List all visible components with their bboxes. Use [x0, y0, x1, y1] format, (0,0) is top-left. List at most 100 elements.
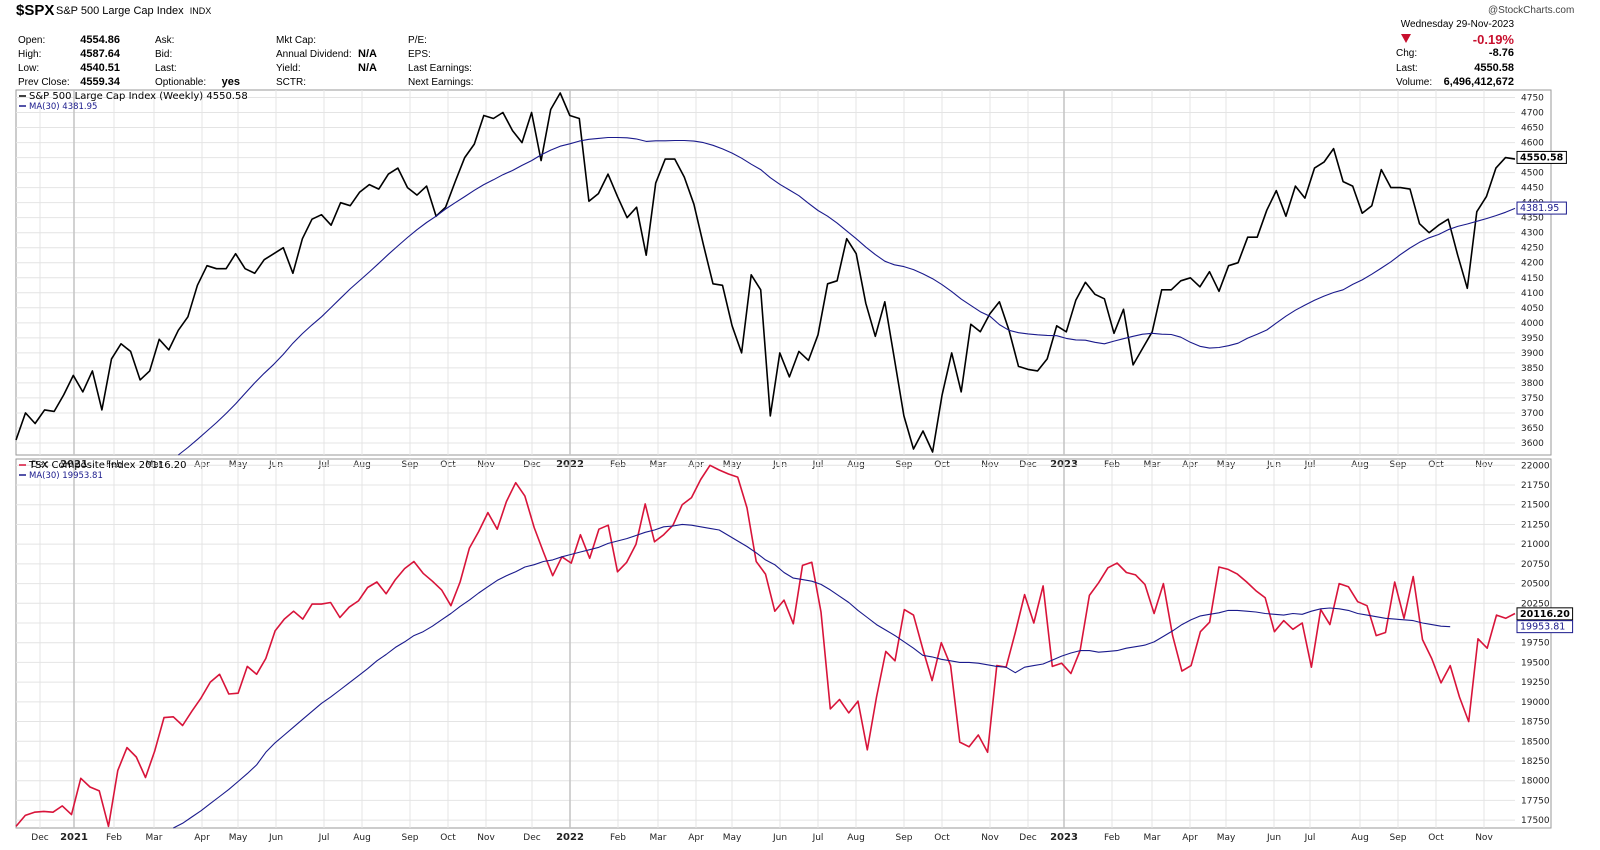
x-tick-label: 2022	[556, 832, 584, 843]
y-tick-label: 4450	[1521, 184, 1544, 194]
y-tick-label: 18500	[1521, 737, 1550, 747]
y-tick-label: 4000	[1521, 319, 1544, 329]
last-value: 4550.58	[1474, 62, 1514, 74]
field-label: Optionable:	[155, 77, 207, 88]
ticker-symbol: $SPX	[16, 2, 55, 19]
last-value-label: 20116.20	[1520, 609, 1570, 620]
x-tick-label: May	[229, 833, 248, 843]
tsx-panel: 17500 17750 18000 18250 18500 18750 19000 19250…	[15, 458, 1574, 843]
x-tick-label: Aug	[1351, 833, 1369, 843]
y-tick-label: 4250	[1521, 244, 1544, 254]
x-tick-label: Jul	[812, 833, 824, 843]
x-tick-label: Sep	[1390, 833, 1407, 843]
panel-frame	[15, 89, 1552, 456]
percent-change: -0.19%	[1472, 32, 1514, 47]
exchange-label: INDX	[189, 6, 212, 16]
x-tick-label: Apr	[194, 833, 210, 843]
quote-date: Wednesday 29-Nov-2023	[1400, 19, 1514, 30]
down-arrow-icon	[1401, 34, 1411, 43]
y-tick-label: 21750	[1521, 481, 1550, 491]
chg-label: Chg:	[1396, 48, 1418, 59]
field-label: Annual Dividend:	[276, 49, 352, 60]
y-tick-label: 17750	[1521, 796, 1550, 806]
field-label: Yield:	[276, 63, 301, 74]
moving-average-line	[173, 523, 1451, 829]
field-label: Next Earnings:	[408, 77, 474, 88]
field-value: 4559.34	[80, 76, 120, 88]
y-tick-label: 18000	[1521, 777, 1550, 787]
x-tick-label: Mar	[146, 833, 163, 843]
y-tick-label: 3600	[1521, 439, 1544, 449]
x-tick-label: Jul	[318, 833, 330, 843]
x-tick-label: Oct	[1428, 833, 1444, 843]
y-tick-label: 4050	[1521, 304, 1544, 314]
x-tick-label: Jun	[268, 833, 283, 843]
last-value-box	[1516, 607, 1574, 621]
x-tick-label: 2023	[1050, 832, 1078, 843]
x-tick-label: Mar	[650, 833, 667, 843]
y-tick-label: 19750	[1521, 639, 1550, 649]
x-tick-label: Dec	[523, 833, 540, 843]
x-tick-label: 2021	[60, 832, 88, 843]
last-value-box	[1516, 150, 1567, 164]
y-tick-label: 3700	[1521, 409, 1544, 419]
x-tick-label: Oct	[440, 833, 456, 843]
x-tick-label: Jun	[772, 833, 787, 843]
x-tick-label: Jul	[1304, 833, 1316, 843]
field-label: Ask:	[155, 35, 175, 46]
x-tick-label: Mar	[1144, 833, 1161, 843]
y-tick-label: 20750	[1521, 560, 1550, 570]
x-tick-label: Jun	[1266, 833, 1281, 843]
y-tick-label: 3950	[1521, 334, 1544, 344]
legend-entry: MA(30) 4381.95	[29, 102, 97, 112]
field-label: Mkt Cap:	[276, 35, 317, 46]
chg-value: -8.76	[1488, 47, 1514, 59]
ma-value-box	[1516, 201, 1567, 215]
field-value: yes	[221, 76, 240, 88]
x-tick-label: Feb	[610, 833, 626, 843]
index-name-text: S&P 500 Large Cap Index	[56, 5, 184, 17]
y-tick-label: 3800	[1521, 379, 1544, 389]
y-tick-label: 19250	[1521, 678, 1550, 688]
y-tick-label: 4500	[1521, 169, 1544, 179]
field-value: N/A	[358, 62, 377, 74]
y-tick-label: 4150	[1521, 274, 1544, 284]
y-tick-label: 3750	[1521, 394, 1544, 404]
y-tick-label: 22000	[1521, 461, 1550, 471]
x-tick-label: Oct	[934, 833, 950, 843]
y-tick-label: 4750	[1521, 94, 1544, 104]
x-tick-label: Nov	[1475, 833, 1493, 843]
field-label: Last:	[155, 63, 177, 74]
y-tick-label: 19000	[1521, 698, 1550, 708]
y-tick-label: 20500	[1521, 580, 1550, 590]
x-tick-label: Apr	[688, 833, 704, 843]
y-tick-label: 21500	[1521, 501, 1550, 511]
spx-price-line	[15, 92, 1516, 453]
y-tick-label: 4200	[1521, 259, 1544, 269]
y-tick-label: 19500	[1521, 658, 1550, 668]
field-label: P/E:	[408, 35, 427, 46]
x-tick-label: Feb	[1104, 833, 1120, 843]
y-tick-label: 4700	[1521, 109, 1544, 119]
legend-entry: S&P 500 Large Cap Index (Weekly) 4550.58	[29, 91, 248, 102]
field-value: 4554.86	[80, 34, 120, 46]
index-name: S&P 500 Large Cap Index INDX	[56, 5, 211, 17]
y-tick-label: 18750	[1521, 718, 1550, 728]
y-tick-label: 4100	[1521, 289, 1544, 299]
x-tick-label: Aug	[353, 833, 371, 843]
y-tick-label: 3900	[1521, 349, 1544, 359]
spx-panel: 3600 3650 3700 3750 3800 3850 3900 3950 4000 4050…	[15, 89, 1567, 470]
y-tick-label: 4600	[1521, 139, 1544, 149]
field-value: N/A	[358, 48, 377, 60]
y-tick-label: 18250	[1521, 757, 1550, 767]
y-tick-label: 4350	[1521, 214, 1544, 224]
field-label: High:	[18, 49, 42, 60]
x-tick-label: Dec	[31, 833, 48, 843]
field-label: Last Earnings:	[408, 63, 472, 74]
panel-frame	[15, 458, 1552, 829]
x-tick-label: Aug	[847, 833, 865, 843]
x-tick-label: Nov	[477, 833, 495, 843]
y-tick-label: 4650	[1521, 124, 1544, 134]
y-tick-label: 20250	[1521, 599, 1550, 609]
